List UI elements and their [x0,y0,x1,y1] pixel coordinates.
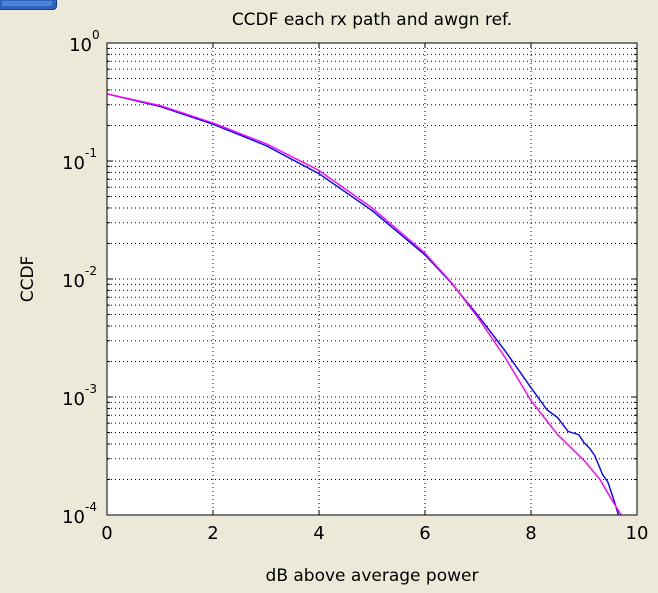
window-tab-corner[interactable] [0,0,57,10]
y-tick-exponent: -3 [85,382,97,396]
x-tick-label: 6 [419,523,430,544]
y-tick-label: 10 0 [69,28,100,56]
y-tick-base: 10 [62,153,85,174]
y-tick-exponent: -1 [85,146,97,160]
y-tick-base: 10 [62,389,85,410]
x-tick-label: 8 [525,523,536,544]
y-tick-label: 10 -1 [62,146,97,174]
x-tick-label: 10 [626,523,649,544]
x-tick-label: 0 [101,523,112,544]
y-tick-base: 10 [62,507,85,528]
y-tick-label: 10 -3 [62,382,97,410]
y-tick-exponent: -2 [85,264,97,278]
series-line-rx-path [106,93,620,516]
y-tick-exponent: 0 [92,28,100,42]
x-axis-label: dB above average power [266,566,479,586]
y-tick-base: 10 [62,271,85,292]
window-tab-highlight [2,1,52,6]
x-tick-label: 4 [313,523,324,544]
x-tick-label: 2 [207,523,218,544]
y-axis-label: CCDF [18,256,38,303]
y-tick-exponent: -4 [85,500,97,514]
series-layer [106,93,622,516]
grid [107,43,637,515]
y-tick-label: 10 -2 [62,264,97,292]
series-line-awgn-ref [106,93,622,516]
y-tick-base: 10 [69,35,92,56]
y-tick-label: 10 -4 [62,500,97,528]
chart-title: CCDF each rx path and awgn ref. [232,10,512,30]
